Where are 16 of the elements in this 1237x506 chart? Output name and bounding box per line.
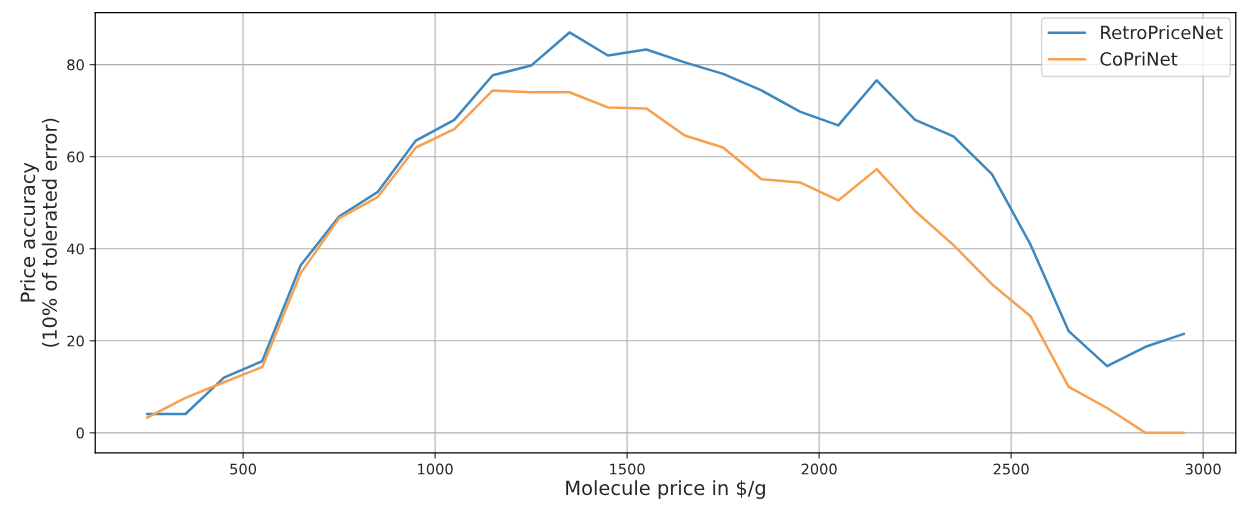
y-tick-label: 0: [76, 427, 84, 439]
y-tick-label: 20: [67, 335, 84, 347]
x-tick-label: 1000: [418, 463, 453, 475]
y-tick-label: 60: [67, 151, 84, 163]
x-axis-title: Molecule price in $/g: [566, 480, 765, 499]
legend-label: RetroPriceNet: [1101, 25, 1223, 40]
x-tick-label: 1500: [610, 463, 645, 475]
line-series: [145, 89, 1186, 435]
x-tick-label: 2000: [801, 463, 837, 475]
x-tick-label: 3000: [1185, 463, 1221, 475]
x-tick-label: 500: [230, 463, 257, 475]
y-tick-label: 40: [66, 243, 84, 255]
y-tick-label: 80: [67, 59, 84, 71]
legend-label: CoPriNet: [1100, 51, 1178, 66]
x-tick-label: 2500: [993, 463, 1029, 475]
y-axis-title: Price accuracy (10% of tolerated error): [20, 118, 60, 347]
